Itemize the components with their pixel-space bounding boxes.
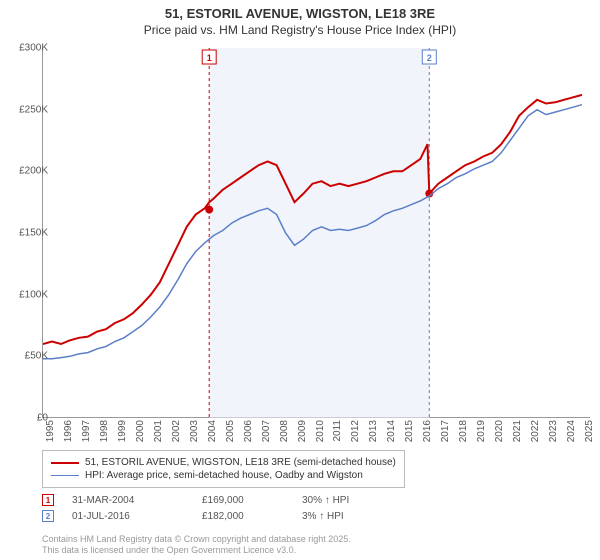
- chart-plot-area: 12: [42, 48, 590, 418]
- xtick-label: 2013: [368, 420, 379, 442]
- xtick-label: 2005: [225, 420, 236, 442]
- sale-row-date: 31-MAR-2004: [72, 495, 202, 506]
- chart-container: 51, ESTORIL AVENUE, WIGSTON, LE18 3RE Pr…: [0, 0, 600, 560]
- xtick-label: 2000: [135, 420, 146, 442]
- xtick-label: 2002: [171, 420, 182, 442]
- title-line2: Price paid vs. HM Land Registry's House …: [0, 23, 600, 39]
- legend-item: HPI: Average price, semi-detached house,…: [51, 470, 396, 481]
- title-block: 51, ESTORIL AVENUE, WIGSTON, LE18 3RE Pr…: [0, 0, 600, 38]
- ytick-label: £300K: [19, 43, 48, 54]
- ytick-label: £50K: [25, 351, 48, 362]
- sale-marker-label: 1: [207, 53, 212, 63]
- ytick-label: £250K: [19, 104, 48, 115]
- xtick-label: 2007: [261, 420, 272, 442]
- xtick-label: 2025: [584, 420, 595, 442]
- sale-row-marker: 2: [42, 510, 54, 522]
- xtick-label: 2018: [458, 420, 469, 442]
- xtick-label: 2017: [440, 420, 451, 442]
- footer-line2: This data is licensed under the Open Gov…: [42, 545, 351, 556]
- xtick-label: 2010: [315, 420, 326, 442]
- xtick-label: 2022: [530, 420, 541, 442]
- xtick-label: 1999: [117, 420, 128, 442]
- ytick-label: £150K: [19, 228, 48, 239]
- sale-row: 1 31-MAR-2004£169,00030% ↑ HPI: [42, 494, 392, 506]
- sale-row-marker: 1: [42, 494, 54, 506]
- xtick-label: 2011: [332, 420, 343, 442]
- xtick-label: 2012: [350, 420, 361, 442]
- xtick-label: 2006: [243, 420, 254, 442]
- title-line1: 51, ESTORIL AVENUE, WIGSTON, LE18 3RE: [0, 6, 600, 23]
- xtick-label: 2016: [422, 420, 433, 442]
- sale-marker-label: 2: [427, 53, 432, 63]
- xtick-label: 2003: [189, 420, 200, 442]
- xtick-label: 2024: [566, 420, 577, 442]
- legend-box: 51, ESTORIL AVENUE, WIGSTON, LE18 3RE (s…: [42, 450, 405, 488]
- footer-line1: Contains HM Land Registry data © Crown c…: [42, 534, 351, 545]
- footer-attribution: Contains HM Land Registry data © Crown c…: [42, 534, 351, 556]
- xtick-label: 1995: [45, 420, 56, 442]
- xtick-label: 2009: [297, 420, 308, 442]
- xtick-label: 1997: [81, 420, 92, 442]
- xtick-label: 2008: [279, 420, 290, 442]
- xtick-label: 2014: [386, 420, 397, 442]
- sales-table: 1 31-MAR-2004£169,00030% ↑ HPI 2 01-JUL-201…: [42, 494, 392, 526]
- xtick-label: 2020: [494, 420, 505, 442]
- ytick-label: £100K: [19, 289, 48, 300]
- sale-row-date: 01-JUL-2016: [72, 511, 202, 522]
- xtick-label: 2021: [512, 420, 523, 442]
- xtick-label: 1998: [99, 420, 110, 442]
- xtick-label: 2015: [404, 420, 415, 442]
- sale-row-delta: 30% ↑ HPI: [302, 495, 392, 506]
- sale-row-price: £182,000: [202, 511, 302, 522]
- xtick-label: 2001: [153, 420, 164, 442]
- xtick-label: 1996: [63, 420, 74, 442]
- chart-svg: 12: [43, 48, 591, 418]
- legend-item: 51, ESTORIL AVENUE, WIGSTON, LE18 3RE (s…: [51, 457, 396, 468]
- xtick-label: 2023: [548, 420, 559, 442]
- legend-label: 51, ESTORIL AVENUE, WIGSTON, LE18 3RE (s…: [85, 457, 396, 468]
- sale-row: 2 01-JUL-2016£182,0003% ↑ HPI: [42, 510, 392, 522]
- sale-row-delta: 3% ↑ HPI: [302, 511, 392, 522]
- sale-row-price: £169,000: [202, 495, 302, 506]
- legend-swatch: [51, 462, 79, 464]
- shaded-sale-region: [209, 48, 429, 418]
- legend-label: HPI: Average price, semi-detached house,…: [85, 470, 363, 481]
- legend-swatch: [51, 475, 79, 476]
- ytick-label: £200K: [19, 166, 48, 177]
- xtick-label: 2019: [476, 420, 487, 442]
- xtick-label: 2004: [207, 420, 218, 442]
